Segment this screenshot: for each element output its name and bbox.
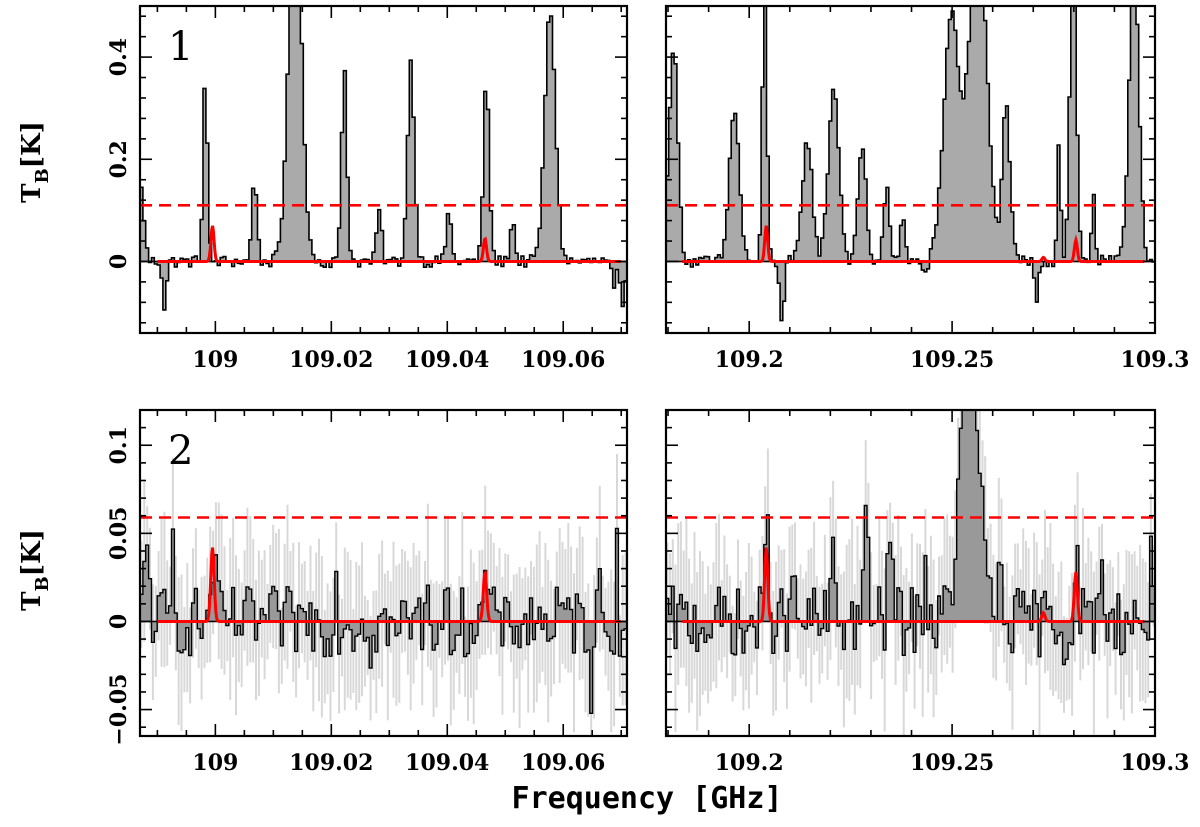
panel-label: 1 xyxy=(168,24,193,70)
spectrum-histogram xyxy=(666,410,1155,666)
plot-area xyxy=(140,6,627,311)
plot-area xyxy=(140,454,627,736)
y-tick-label: 0.2 xyxy=(106,140,132,178)
x-tick-label: 109.3 xyxy=(1121,347,1190,373)
x-tick-label: 109 xyxy=(192,347,238,373)
x-tick-label: 109.02 xyxy=(289,750,373,776)
y-tick-label: −0.05 xyxy=(106,674,132,746)
panel-row1-right: 109.2 109.25 109.3 xyxy=(664,4,1190,373)
x-tick-label: 109.04 xyxy=(405,347,489,373)
plot-area xyxy=(666,410,1155,736)
y-tick-label: 0.1 xyxy=(106,426,132,464)
y-axis-label-sub: B xyxy=(32,576,53,591)
y-tick-label: 0 xyxy=(106,614,132,629)
x-tick-label: 109.06 xyxy=(521,347,605,373)
x-tick-label: 109.3 xyxy=(1121,750,1190,776)
panel-frame xyxy=(664,4,1157,335)
y-axis-label-unit: [K] xyxy=(17,121,47,168)
panel-frame xyxy=(138,4,629,335)
panel-label: 2 xyxy=(168,428,193,474)
x-axis-label: Frequency [GHz] xyxy=(512,781,783,816)
y-tick-label: 0 xyxy=(106,254,132,269)
model-spectrum xyxy=(157,225,621,263)
panel-row1-left: 109 109.02 109.04 109.06 0 0.2 0.4 1 xyxy=(106,4,629,373)
panel-row2-left: 109 109.02 109.04 109.06 −0.05 0 0.05 0.1 2 xyxy=(106,408,629,776)
y-tick-label: 0.4 xyxy=(106,38,132,76)
plot-area xyxy=(666,6,1155,322)
x-tick-label: 109.25 xyxy=(910,347,994,373)
panel-frame xyxy=(138,408,629,738)
model-spectrum xyxy=(682,547,1145,623)
x-tick-label: 109.06 xyxy=(521,750,605,776)
panel-frame xyxy=(664,408,1157,738)
y-axis-label-main: T xyxy=(17,183,47,203)
spectrum-histogram xyxy=(140,6,627,311)
y-axis-label-main: T xyxy=(17,591,47,611)
x-tick-label: 109.04 xyxy=(405,750,489,776)
model-spectrum xyxy=(682,225,1145,263)
x-tick-label: 109.02 xyxy=(289,347,373,373)
x-tick-label: 109.2 xyxy=(715,347,784,373)
spectrum-histogram xyxy=(666,6,1155,322)
y-axis-label-sub: B xyxy=(32,168,53,183)
y-tick-label: 0.05 xyxy=(106,507,132,561)
y-axis-label-row1: TB[K] xyxy=(17,121,53,203)
x-tick-label: 109.2 xyxy=(715,750,784,776)
x-tick-label: 109 xyxy=(192,750,238,776)
y-axis-label-row2: TB[K] xyxy=(17,529,53,611)
x-tick-label: 109.25 xyxy=(910,750,994,776)
model-spectrum xyxy=(157,547,621,623)
panel-row2-right: 109.2 109.25 109.3 xyxy=(664,408,1190,776)
y-axis-label-unit: [K] xyxy=(17,529,47,576)
